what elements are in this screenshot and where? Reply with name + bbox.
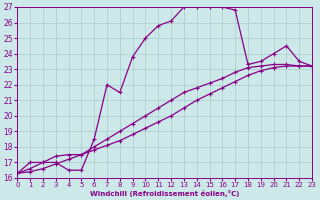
X-axis label: Windchill (Refroidissement éolien,°C): Windchill (Refroidissement éolien,°C) — [90, 190, 239, 197]
